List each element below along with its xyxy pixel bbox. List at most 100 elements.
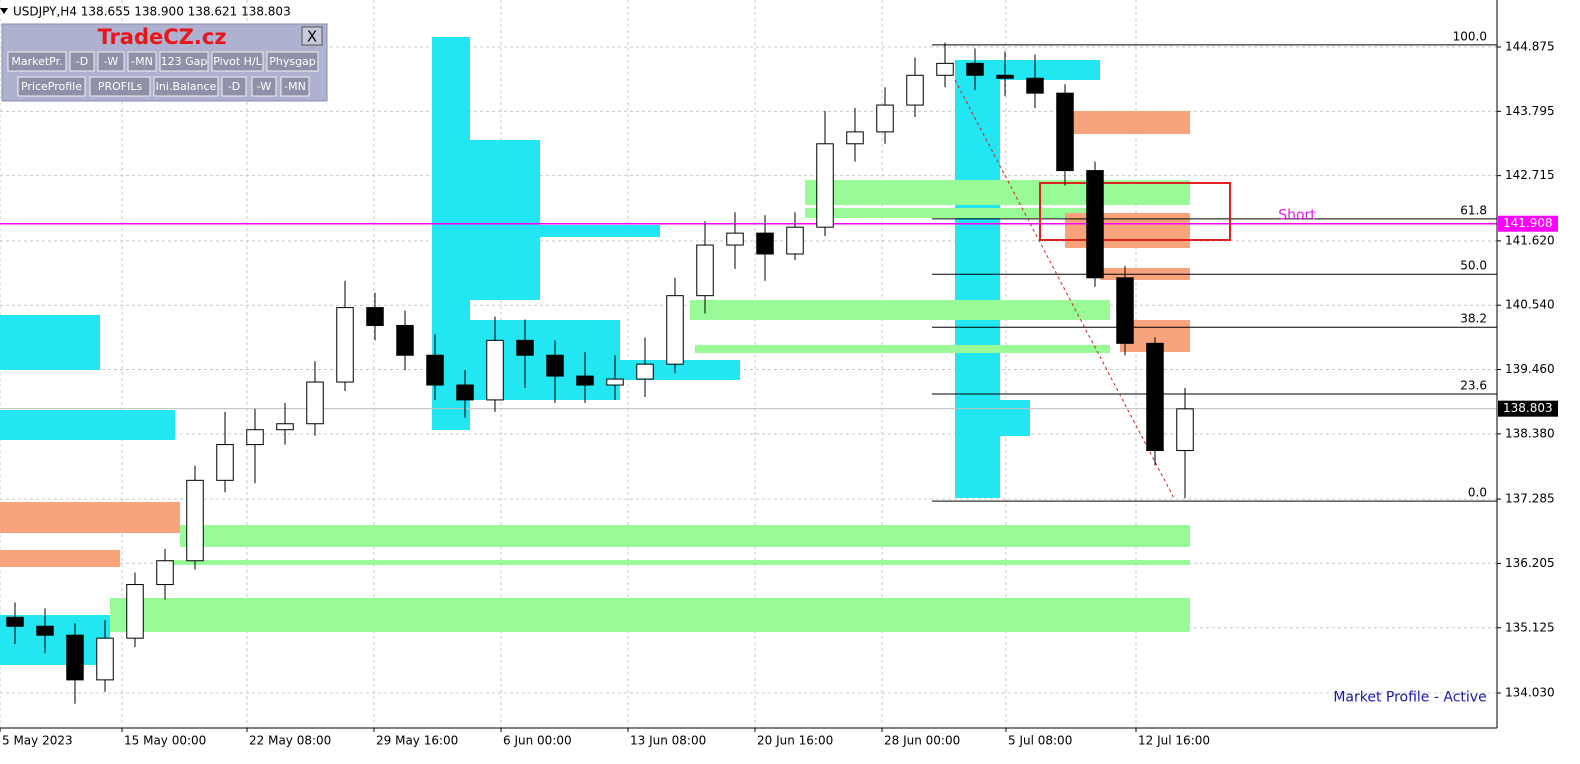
- panel-button[interactable]: -MN: [127, 51, 157, 72]
- zone: [805, 208, 1090, 219]
- panel-button[interactable]: 123 Gap: [159, 51, 209, 72]
- panel-button[interactable]: -W: [97, 51, 125, 72]
- button-bg[interactable]: [280, 76, 310, 97]
- candle-body: [726, 232, 744, 246]
- button-bg[interactable]: [97, 51, 125, 72]
- candle-body: [1026, 77, 1044, 94]
- price-label-bg: [1498, 400, 1558, 417]
- close-label[interactable]: X: [307, 28, 317, 46]
- button-label[interactable]: PROFILs: [98, 80, 143, 93]
- panel-button[interactable]: -W: [251, 76, 277, 97]
- candle-body: [786, 226, 804, 255]
- candle-body: [396, 324, 414, 356]
- candle-body: [876, 104, 894, 133]
- chart-title: USDJPY,H4 138.655 138.900 138.621 138.80…: [13, 5, 291, 19]
- candle-body: [576, 375, 594, 386]
- button-bg[interactable]: [69, 51, 95, 72]
- candle-body: [216, 444, 234, 481]
- button-bg[interactable]: [221, 76, 247, 97]
- button-label[interactable]: Ini.Balance: [156, 80, 217, 93]
- button-label[interactable]: -W: [104, 55, 119, 68]
- candle-body: [1146, 342, 1164, 452]
- button-label[interactable]: Physgap: [269, 55, 316, 68]
- zone: [690, 299, 1110, 320]
- candle-body: [96, 637, 114, 681]
- candle-body: [366, 307, 384, 326]
- signal-box: [1039, 181, 1231, 241]
- x-tick-label: 13 Jun 08:00: [630, 734, 706, 748]
- candle-body: [696, 244, 714, 297]
- panel-button[interactable]: MarketPr.: [7, 51, 67, 72]
- candle-body: [546, 354, 564, 377]
- panel-button[interactable]: PriceProfile: [17, 76, 86, 97]
- button-label[interactable]: -W: [257, 80, 272, 93]
- zone: [955, 399, 1030, 436]
- button-label[interactable]: -D: [76, 55, 88, 68]
- panel-button[interactable]: -D: [221, 76, 247, 97]
- button-label[interactable]: PriceProfile: [21, 80, 82, 93]
- button-label[interactable]: MarketPr.: [11, 55, 62, 68]
- button-bg[interactable]: [89, 76, 151, 97]
- close-button[interactable]: [301, 26, 323, 46]
- x-tick-label: 22 May 08:00: [249, 734, 331, 748]
- candle-body: [606, 378, 624, 386]
- x-tick-label: 5 Jul 08:00: [1008, 734, 1072, 748]
- panel-button[interactable]: Pivot H/L: [211, 51, 264, 72]
- candle-body: [636, 363, 654, 380]
- button-label[interactable]: -D: [228, 80, 240, 93]
- y-tick-label: 139.460: [1505, 362, 1555, 376]
- button-bg[interactable]: [17, 76, 86, 97]
- button-label[interactable]: -MN: [131, 55, 153, 68]
- lines-layer: 100.0 61.8 50.0 38.2 23.6 0.0 Short Market Prof…: [0, 29, 1497, 706]
- fib-label: 100.0: [1453, 29, 1487, 43]
- x-tick-label: 6 Jun 00:00: [503, 734, 572, 748]
- candle-body: [306, 381, 324, 425]
- zone: [805, 180, 1190, 206]
- zone: [0, 549, 120, 567]
- button-bg[interactable]: [153, 76, 219, 97]
- x-tick-label: 5 May 2023: [2, 734, 73, 748]
- button-label[interactable]: Pivot H/L: [213, 55, 262, 68]
- y-tick-label: 141.620: [1505, 233, 1555, 247]
- candle-body: [486, 339, 504, 401]
- fib-label: 38.2: [1460, 312, 1487, 326]
- price-label: 138.803: [1503, 401, 1553, 415]
- button-bg[interactable]: [159, 51, 209, 72]
- fib-label: 0.0: [1468, 486, 1487, 500]
- panel-button[interactable]: -MN: [280, 76, 310, 97]
- y-tick-label: 143.795: [1505, 104, 1555, 118]
- button-label[interactable]: 123 Gap: [161, 55, 208, 68]
- button-bg[interactable]: [266, 51, 319, 72]
- y-tick-label: 135.125: [1505, 620, 1555, 634]
- x-tick-label: 12 Jul 16:00: [1138, 734, 1210, 748]
- panel-button[interactable]: PROFILs: [89, 76, 151, 97]
- candle-body: [966, 62, 984, 76]
- candle-body: [276, 423, 294, 431]
- y-tick-label: 140.540: [1505, 298, 1555, 312]
- zone: [0, 409, 175, 441]
- candle-body: [246, 429, 264, 446]
- candle-body: [1086, 170, 1104, 279]
- panel-button[interactable]: Physgap: [266, 51, 319, 72]
- button-bg[interactable]: [7, 51, 67, 72]
- zone: [1065, 213, 1190, 248]
- button-bg[interactable]: [127, 51, 157, 72]
- panel-title: TradeCZ.cz: [97, 25, 226, 49]
- annotation: Market Profile - Active: [1333, 690, 1486, 706]
- button-bg[interactable]: [251, 76, 277, 97]
- y-tick-label: 144.875: [1505, 39, 1555, 53]
- fib-label: 23.6: [1460, 378, 1487, 392]
- candle-body: [516, 339, 534, 356]
- candle-body: [936, 62, 954, 76]
- button-label[interactable]: -MN: [284, 80, 306, 93]
- price-label-bg: [1498, 215, 1558, 232]
- panel-button[interactable]: Ini.Balance: [153, 76, 219, 97]
- button-bg[interactable]: [211, 51, 264, 72]
- zone: [110, 597, 1190, 632]
- candle-body: [336, 307, 354, 383]
- panel-button[interactable]: -D: [69, 51, 95, 72]
- candle-body: [66, 634, 84, 681]
- menu-arrow: [0, 8, 8, 14]
- zone: [695, 344, 1110, 353]
